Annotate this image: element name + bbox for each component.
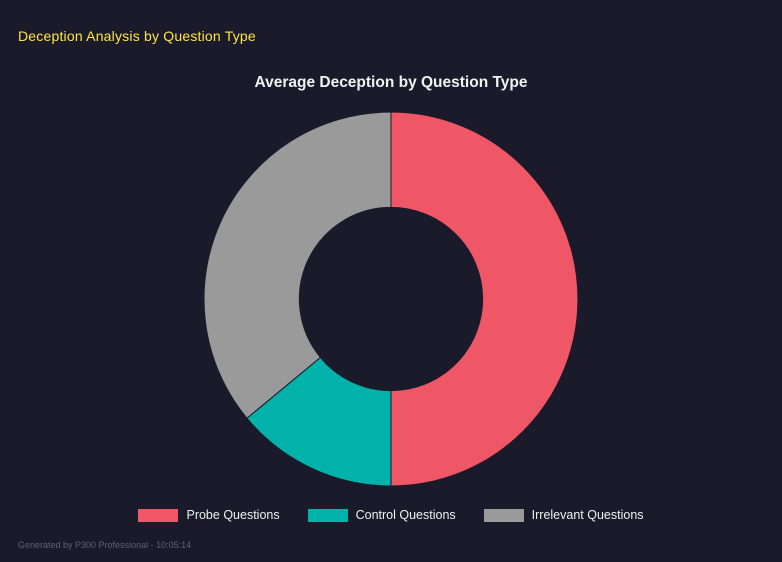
donut-chart — [203, 111, 579, 487]
legend-swatch-control — [307, 508, 348, 522]
chart-title: Average Deception by Question Type — [254, 74, 528, 91]
donut-segment-2[interactable] — [203, 111, 392, 419]
legend-label-probe: Probe Questions — [186, 508, 280, 522]
legend-item-irrelevant[interactable]: Irrelevant Questions — [483, 508, 644, 522]
chart-card: Average Deception by Question Type Probe… — [0, 72, 782, 522]
chart-legend: Probe Questions Control Questions Irrele… — [138, 508, 644, 522]
legend-swatch-probe — [138, 508, 179, 522]
page-title: Deception Analysis by Question Type — [18, 28, 256, 44]
legend-label-irrelevant: Irrelevant Questions — [531, 508, 644, 522]
legend-label-control: Control Questions — [355, 508, 456, 522]
legend-swatch-irrelevant — [483, 508, 524, 522]
footer-text: Generated by P300 Professional - 10:05:1… — [18, 540, 192, 550]
donut-segment-0[interactable] — [390, 111, 579, 487]
legend-item-control[interactable]: Control Questions — [307, 508, 456, 522]
legend-item-probe[interactable]: Probe Questions — [138, 508, 280, 522]
